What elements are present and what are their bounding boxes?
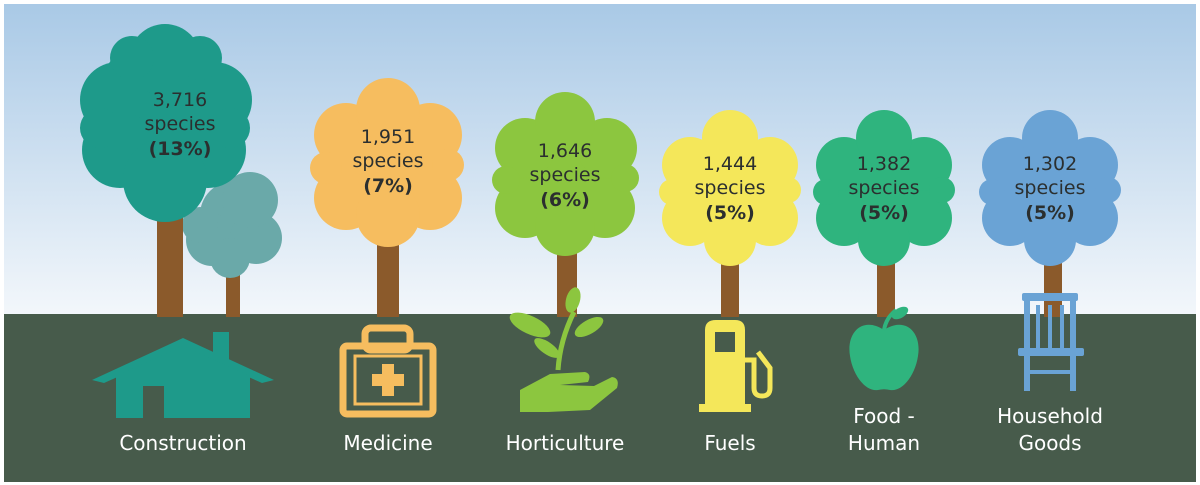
species-unit: species <box>848 177 920 199</box>
species-count: 1,951 <box>360 126 416 148</box>
species-unit: species <box>529 164 601 186</box>
species-percent: (6%) <box>540 189 590 211</box>
apple-icon <box>849 306 919 391</box>
tree-canopy <box>979 110 1121 266</box>
tree-value-medicine: 1,951 species (7%) <box>313 125 463 199</box>
category-label-line: Household <box>997 404 1103 428</box>
category-label-medicine: Medicine <box>298 430 478 457</box>
tree-canopy <box>659 110 801 266</box>
tree-canopy <box>492 92 639 256</box>
category-label-horticulture: Horticulture <box>475 430 655 457</box>
tree-value-food-human: 1,382 species (5%) <box>809 152 959 226</box>
species-count: 3,716 <box>152 89 208 111</box>
species-unit: species <box>144 113 216 135</box>
category-label-line: Food - <box>853 404 915 428</box>
species-percent: (5%) <box>1025 202 1075 224</box>
category-label-fuels: Fuels <box>640 430 820 457</box>
house-icon <box>92 332 274 418</box>
tree-canopy-small <box>182 172 282 278</box>
tree-construction <box>80 24 282 317</box>
category-label-line: Construction <box>119 431 247 455</box>
medical-kit-icon <box>339 324 437 418</box>
species-unit: species <box>352 150 424 172</box>
tree-value-construction: 3,716 species (13%) <box>105 88 255 162</box>
species-percent: (5%) <box>705 202 755 224</box>
tree-canopy <box>813 110 955 266</box>
tree-household-goods <box>979 110 1121 317</box>
category-label-line: Fuels <box>704 431 756 455</box>
tree-trunk <box>157 205 183 317</box>
category-label-line: Horticulture <box>505 431 625 455</box>
species-count: 1,302 <box>1022 153 1078 175</box>
tree-horticulture <box>492 92 639 317</box>
species-percent: (5%) <box>859 202 909 224</box>
category-label-construction: Construction <box>93 430 273 457</box>
species-percent: (13%) <box>148 138 212 160</box>
species-count: 1,646 <box>537 140 593 162</box>
category-label-household-goods: Household Goods <box>960 403 1140 457</box>
tree-food-human <box>813 110 955 317</box>
species-unit: species <box>694 177 766 199</box>
chair-icon <box>1018 293 1084 391</box>
species-count: 1,382 <box>856 153 912 175</box>
tree-canopy <box>310 78 464 247</box>
fuel-pump-icon <box>699 320 773 412</box>
category-label-line: Human <box>847 431 921 455</box>
tree-value-household-goods: 1,302 species (5%) <box>975 152 1125 226</box>
tree-value-horticulture: 1,646 species (6%) <box>490 139 640 213</box>
tree-canopy <box>80 24 252 222</box>
seedling-hand-icon <box>509 287 618 412</box>
category-label-line: Goods <box>1018 431 1082 455</box>
species-unit: species <box>1014 177 1086 199</box>
category-label-line: Medicine <box>343 431 433 455</box>
tree-medicine <box>310 78 464 317</box>
species-count: 1,444 <box>702 153 758 175</box>
tree-fuels <box>659 110 801 317</box>
species-percent: (7%) <box>363 175 413 197</box>
tree-value-fuels: 1,444 species (5%) <box>655 152 805 226</box>
category-label-food-human: Food - Human <box>794 403 974 457</box>
